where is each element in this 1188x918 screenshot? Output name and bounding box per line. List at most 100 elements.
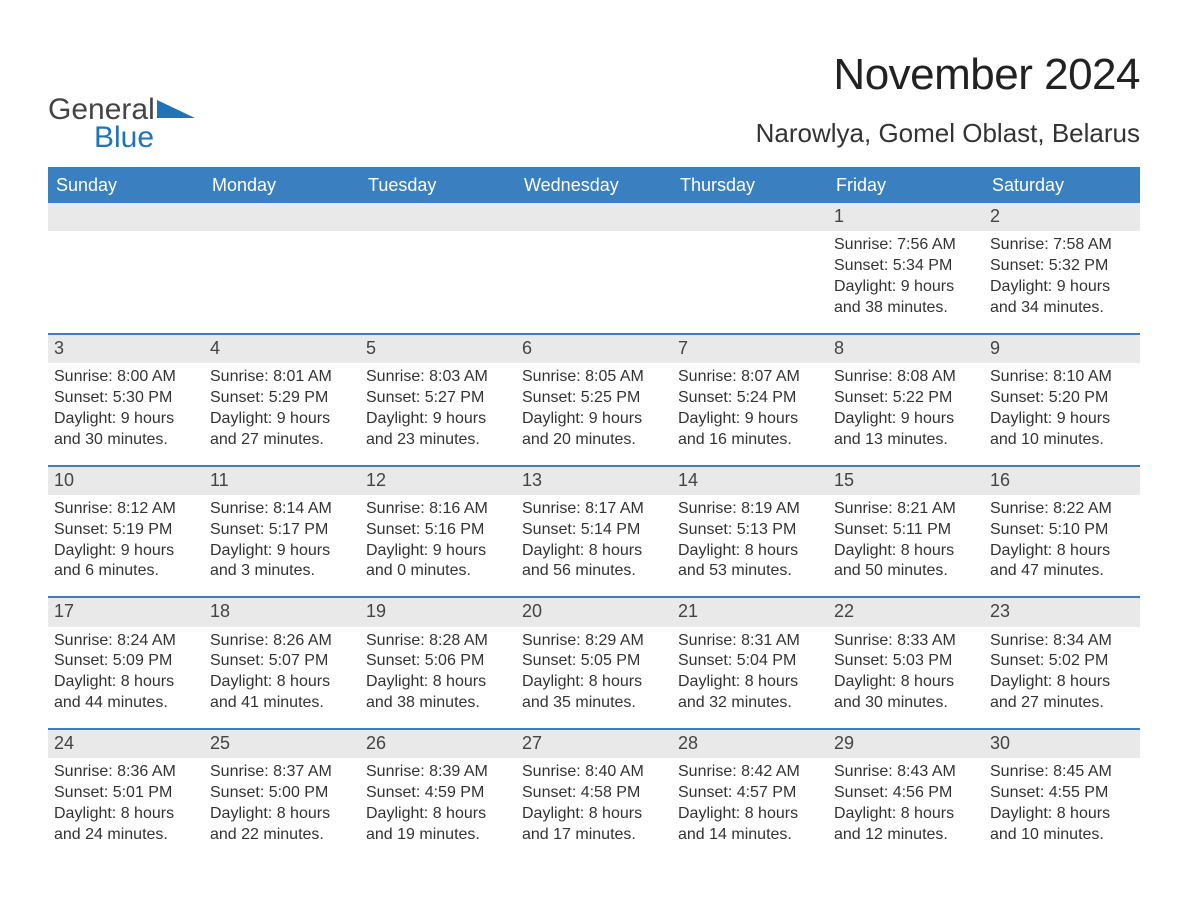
calendar-day-cell: 20 Sunrise: 8:29 AMSunset: 5:05 PMDayligh… [516, 598, 672, 728]
sunrise-line: Sunrise: 8:34 AM [990, 631, 1134, 652]
daylight-line: Daylight: 8 hours and 14 minutes. [678, 804, 822, 846]
calendar-day-cell [360, 203, 516, 333]
calendar-header-cell: Monday [204, 169, 360, 203]
calendar-day-cell [48, 203, 204, 333]
sunset-line: Sunset: 5:10 PM [990, 520, 1134, 541]
calendar-day-cell: 19Sunrise: 8:28 AMSunset: 5:06 PMDayligh… [360, 598, 516, 728]
calendar-day-cell: 28Sunrise: 8:42 AMSunset: 4:57 PMDayligh… [672, 730, 828, 860]
day-number: 27 [516, 730, 672, 758]
day-number [516, 203, 672, 231]
sunset-line: Sunset: 5:13 PM [678, 520, 822, 541]
daylight-line: Daylight: 8 hours and 32 minutes. [678, 672, 822, 714]
daylight-line: Daylight: 9 hours and 3 minutes. [210, 541, 354, 583]
sunrise-line: Sunrise: 8:29 AM [522, 631, 666, 652]
calendar-day-cell: 29Sunrise: 8:43 AMSunset: 4:56 PMDayligh… [828, 730, 984, 860]
sunset-line: Sunset: 4:56 PM [834, 783, 978, 804]
day-number: 4 [204, 335, 360, 363]
daylight-line: Daylight: 9 hours and 27 minutes. [210, 409, 354, 451]
sunrise-line: Sunrise: 8:31 AM [678, 631, 822, 652]
sunrise-line: Sunrise: 8:45 AM [990, 762, 1134, 783]
calendar-header-row: SundayMondayTuesdayWednesdayThursdayFrid… [48, 169, 1140, 203]
calendar-day-cell: 1Sunrise: 7:56 AMSunset: 5:34 PMDaylight… [828, 203, 984, 333]
daylight-line: Daylight: 9 hours and 10 minutes. [990, 409, 1134, 451]
calendar-week-row: 1Sunrise: 7:56 AMSunset: 5:34 PMDaylight… [48, 203, 1140, 333]
day-number: 29 [828, 730, 984, 758]
daylight-line: Daylight: 9 hours and 34 minutes. [990, 277, 1134, 319]
day-number: 11 [204, 467, 360, 495]
daylight-line: Daylight: 8 hours and 30 minutes. [834, 672, 978, 714]
sunset-line: Sunset: 5:05 PM [522, 651, 666, 672]
daylight-line: Daylight: 8 hours and 56 minutes. [522, 541, 666, 583]
calendar-day-cell: 16Sunrise: 8:22 AMSunset: 5:10 PMDayligh… [984, 467, 1140, 597]
sunset-line: Sunset: 5:16 PM [366, 520, 510, 541]
calendar-day-cell: 23Sunrise: 8:34 AMSunset: 5:02 PMDayligh… [984, 598, 1140, 728]
day-number: 30 [984, 730, 1140, 758]
sunrise-line: Sunrise: 8:36 AM [54, 762, 198, 783]
sunset-line: Sunset: 5:19 PM [54, 520, 198, 541]
sunset-line: Sunset: 5:17 PM [210, 520, 354, 541]
daylight-line: Daylight: 9 hours and 6 minutes. [54, 541, 198, 583]
day-number [360, 203, 516, 231]
day-number: 13 [516, 467, 672, 495]
calendar-day-cell: 3Sunrise: 8:00 AMSunset: 5:30 PMDaylight… [48, 335, 204, 465]
daylight-line: Daylight: 8 hours and 27 minutes. [990, 672, 1134, 714]
day-number: 20 [516, 598, 672, 626]
calendar-week-row: 24Sunrise: 8:36 AMSunset: 5:01 PMDayligh… [48, 728, 1140, 860]
daylight-line: Daylight: 8 hours and 35 minutes. [522, 672, 666, 714]
daylight-line: Daylight: 9 hours and 13 minutes. [834, 409, 978, 451]
sunrise-line: Sunrise: 8:24 AM [54, 631, 198, 652]
calendar-header-cell: Saturday [984, 169, 1140, 203]
daylight-line: Daylight: 8 hours and 17 minutes. [522, 804, 666, 846]
sunset-line: Sunset: 5:02 PM [990, 651, 1134, 672]
sunrise-line: Sunrise: 8:17 AM [522, 499, 666, 520]
day-number: 9 [984, 335, 1140, 363]
daylight-line: Daylight: 9 hours and 20 minutes. [522, 409, 666, 451]
sunrise-line: Sunrise: 7:58 AM [990, 235, 1134, 256]
sunrise-line: Sunrise: 8:01 AM [210, 367, 354, 388]
brand-logo: General Blue [48, 95, 199, 155]
calendar-day-cell [516, 203, 672, 333]
sunrise-line: Sunrise: 8:22 AM [990, 499, 1134, 520]
day-number: 16 [984, 467, 1140, 495]
day-number: 7 [672, 335, 828, 363]
calendar-day-cell: 18Sunrise: 8:26 AMSunset: 5:07 PMDayligh… [204, 598, 360, 728]
day-number: 21 [672, 598, 828, 626]
daylight-line: Daylight: 8 hours and 22 minutes. [210, 804, 354, 846]
sunrise-line: Sunrise: 8:07 AM [678, 367, 822, 388]
daylight-line: Daylight: 8 hours and 10 minutes. [990, 804, 1134, 846]
sunrise-line: Sunrise: 8:08 AM [834, 367, 978, 388]
calendar-day-cell: 6Sunrise: 8:05 AMSunset: 5:25 PMDaylight… [516, 335, 672, 465]
sunset-line: Sunset: 5:30 PM [54, 388, 198, 409]
location-subtitle: Narowlya, Gomel Oblast, Belarus [756, 118, 1140, 149]
calendar-day-cell: 17Sunrise: 8:24 AMSunset: 5:09 PMDayligh… [48, 598, 204, 728]
day-number: 26 [360, 730, 516, 758]
sunset-line: Sunset: 4:59 PM [366, 783, 510, 804]
sunset-line: Sunset: 5:20 PM [990, 388, 1134, 409]
calendar-day-cell: 10Sunrise: 8:12 AMSunset: 5:19 PMDayligh… [48, 467, 204, 597]
daylight-line: Daylight: 8 hours and 19 minutes. [366, 804, 510, 846]
sunset-line: Sunset: 5:09 PM [54, 651, 198, 672]
day-number: 12 [360, 467, 516, 495]
day-number: 19 [360, 598, 516, 626]
calendar-day-cell: 22Sunrise: 8:33 AMSunset: 5:03 PMDayligh… [828, 598, 984, 728]
daylight-line: Daylight: 8 hours and 41 minutes. [210, 672, 354, 714]
calendar-day-cell: 30Sunrise: 8:45 AMSunset: 4:55 PMDayligh… [984, 730, 1140, 860]
day-number: 14 [672, 467, 828, 495]
daylight-line: Daylight: 8 hours and 50 minutes. [834, 541, 978, 583]
day-number: 2 [984, 203, 1140, 231]
sunrise-line: Sunrise: 8:05 AM [522, 367, 666, 388]
daylight-line: Daylight: 9 hours and 0 minutes. [366, 541, 510, 583]
calendar-day-cell: 14Sunrise: 8:19 AMSunset: 5:13 PMDayligh… [672, 467, 828, 597]
calendar-day-cell: 25Sunrise: 8:37 AMSunset: 5:00 PMDayligh… [204, 730, 360, 860]
daylight-line: Daylight: 9 hours and 23 minutes. [366, 409, 510, 451]
calendar-header-cell: Tuesday [360, 169, 516, 203]
calendar-header-cell: Sunday [48, 169, 204, 203]
calendar-day-cell: 8Sunrise: 8:08 AMSunset: 5:22 PMDaylight… [828, 335, 984, 465]
day-number: 3 [48, 335, 204, 363]
sunrise-line: Sunrise: 8:26 AM [210, 631, 354, 652]
daylight-line: Daylight: 8 hours and 24 minutes. [54, 804, 198, 846]
sunrise-line: Sunrise: 8:00 AM [54, 367, 198, 388]
sunrise-line: Sunrise: 8:19 AM [678, 499, 822, 520]
sunset-line: Sunset: 5:00 PM [210, 783, 354, 804]
sunset-line: Sunset: 5:06 PM [366, 651, 510, 672]
